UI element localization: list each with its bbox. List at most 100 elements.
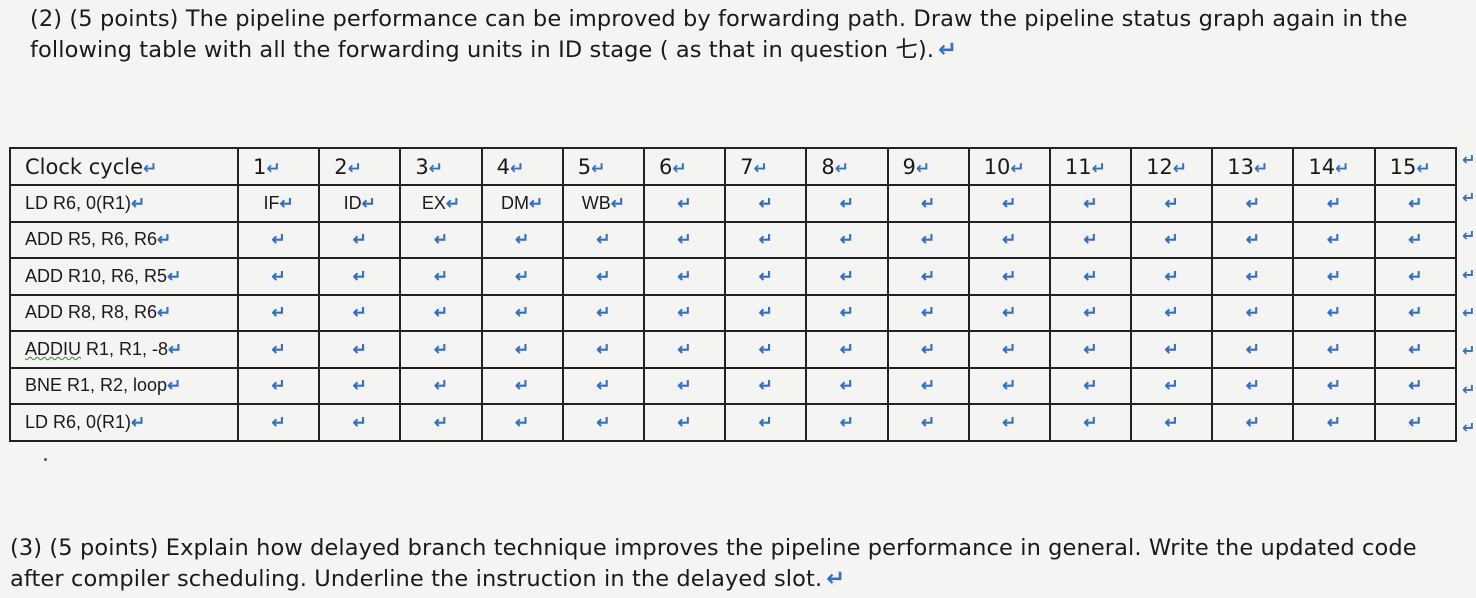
- stage-cell[interactable]: ↵: [1048, 403, 1133, 442]
- stage-cell[interactable]: ↵: [642, 257, 727, 296]
- stage-cell[interactable]: ↵: [1130, 184, 1214, 223]
- stage-cell[interactable]: ↵: [1292, 184, 1376, 223]
- stage-cell[interactable]: ↵: [805, 403, 889, 442]
- stage-cell[interactable]: ↵: [642, 293, 727, 332]
- stage-cell[interactable]: ↵: [480, 257, 564, 296]
- stage-cell[interactable]: ↵: [1211, 293, 1295, 332]
- stage-cell[interactable]: ↵: [967, 220, 1051, 259]
- stage-cell[interactable]: ↵: [967, 184, 1051, 223]
- stage-cell[interactable]: ↵: [967, 330, 1051, 369]
- stage-cell[interactable]: ↵: [805, 184, 889, 223]
- stage-cell[interactable]: ↵: [236, 366, 321, 405]
- stage-cell[interactable]: ↵: [1048, 330, 1133, 369]
- stage-cell[interactable]: ↵: [1373, 403, 1458, 442]
- stage-cell[interactable]: ↵: [1130, 366, 1214, 405]
- stage-cell[interactable]: ↵: [1373, 184, 1458, 223]
- stage-cell[interactable]: ↵: [1048, 220, 1133, 259]
- stage-cell[interactable]: ↵: [561, 330, 645, 369]
- stage-cell[interactable]: ↵: [318, 330, 402, 369]
- stage-cell[interactable]: ↵: [642, 403, 727, 442]
- stage-cell[interactable]: ↵: [1130, 330, 1214, 369]
- stage-cell[interactable]: ↵: [318, 366, 402, 405]
- stage-cell[interactable]: ↵: [724, 330, 808, 369]
- stage-cell[interactable]: ↵: [1292, 403, 1376, 442]
- stage-cell[interactable]: ↵: [724, 184, 808, 223]
- stage-cell[interactable]: ↵: [1373, 293, 1458, 332]
- stage-cell[interactable]: ↵: [318, 403, 402, 442]
- stage-cell[interactable]: ↵: [967, 366, 1051, 405]
- stage-cell[interactable]: DM↵: [480, 184, 564, 223]
- stage-cell[interactable]: ↵: [1211, 184, 1295, 223]
- stage-cell[interactable]: ↵: [1292, 257, 1376, 296]
- stage-cell[interactable]: ↵: [967, 257, 1051, 296]
- stage-cell[interactable]: ↵: [805, 366, 889, 405]
- stage-cell[interactable]: ↵: [399, 220, 483, 259]
- stage-cell[interactable]: ↵: [1211, 257, 1295, 296]
- stage-cell[interactable]: ↵: [1211, 366, 1295, 405]
- stage-cell[interactable]: ↵: [805, 257, 889, 296]
- stage-cell[interactable]: ↵: [561, 293, 645, 332]
- stage-cell[interactable]: ↵: [967, 293, 1051, 332]
- stage-cell[interactable]: IF↵: [236, 184, 321, 223]
- stage-cell[interactable]: ↵: [1292, 366, 1376, 405]
- stage-cell[interactable]: ↵: [399, 366, 483, 405]
- stage-cell[interactable]: ↵: [318, 293, 402, 332]
- stage-cell[interactable]: ↵: [480, 220, 564, 259]
- stage-cell[interactable]: ↵: [399, 330, 483, 369]
- stage-cell[interactable]: ↵: [724, 257, 808, 296]
- stage-cell[interactable]: ↵: [561, 257, 645, 296]
- stage-cell[interactable]: ↵: [886, 257, 970, 296]
- stage-cell[interactable]: ↵: [724, 220, 808, 259]
- stage-cell[interactable]: ↵: [480, 330, 564, 369]
- stage-cell[interactable]: ↵: [805, 293, 889, 332]
- stage-cell[interactable]: ↵: [480, 403, 564, 442]
- stage-cell[interactable]: ↵: [886, 403, 970, 442]
- stage-cell[interactable]: ↵: [805, 220, 889, 259]
- stage-cell[interactable]: ↵: [236, 220, 321, 259]
- stage-cell[interactable]: ↵: [1292, 293, 1376, 332]
- stage-cell[interactable]: ↵: [318, 257, 402, 296]
- stage-cell[interactable]: ↵: [886, 293, 970, 332]
- stage-cell[interactable]: ↵: [399, 257, 483, 296]
- stage-cell[interactable]: ↵: [236, 257, 321, 296]
- stage-cell[interactable]: ↵: [967, 403, 1051, 442]
- stage-cell[interactable]: ↵: [642, 184, 727, 223]
- stage-cell[interactable]: ↵: [561, 220, 645, 259]
- stage-cell[interactable]: ↵: [642, 220, 727, 259]
- stage-cell[interactable]: WB↵: [561, 184, 645, 223]
- stage-cell[interactable]: ↵: [1130, 220, 1214, 259]
- stage-cell[interactable]: ↵: [805, 330, 889, 369]
- stage-cell[interactable]: ↵: [886, 330, 970, 369]
- stage-cell[interactable]: ↵: [724, 293, 808, 332]
- stage-cell[interactable]: ID↵: [318, 184, 402, 223]
- stage-cell[interactable]: ↵: [1048, 366, 1133, 405]
- stage-cell[interactable]: ↵: [1130, 293, 1214, 332]
- stage-cell[interactable]: ↵: [1373, 257, 1458, 296]
- stage-cell[interactable]: ↵: [642, 366, 727, 405]
- stage-cell[interactable]: ↵: [642, 330, 727, 369]
- stage-cell[interactable]: ↵: [724, 403, 808, 442]
- stage-cell[interactable]: ↵: [1373, 220, 1458, 259]
- stage-cell[interactable]: ↵: [886, 220, 970, 259]
- stage-cell[interactable]: ↵: [1292, 220, 1376, 259]
- stage-cell[interactable]: ↵: [318, 220, 402, 259]
- stage-cell[interactable]: ↵: [399, 403, 483, 442]
- stage-cell[interactable]: ↵: [1048, 293, 1133, 332]
- stage-cell[interactable]: ↵: [561, 366, 645, 405]
- stage-cell[interactable]: ↵: [399, 293, 483, 332]
- stage-cell[interactable]: ↵: [886, 184, 970, 223]
- stage-cell[interactable]: ↵: [1373, 330, 1458, 369]
- stage-cell[interactable]: ↵: [1211, 403, 1295, 442]
- stage-cell[interactable]: ↵: [236, 293, 321, 332]
- stage-cell[interactable]: ↵: [1211, 220, 1295, 259]
- stage-cell[interactable]: ↵: [236, 403, 321, 442]
- stage-cell[interactable]: ↵: [886, 366, 970, 405]
- stage-cell[interactable]: ↵: [1373, 366, 1458, 405]
- stage-cell[interactable]: ↵: [1048, 184, 1133, 223]
- stage-cell[interactable]: ↵: [1292, 330, 1376, 369]
- stage-cell[interactable]: ↵: [236, 330, 321, 369]
- stage-cell[interactable]: ↵: [480, 366, 564, 405]
- stage-cell[interactable]: ↵: [480, 293, 564, 332]
- stage-cell[interactable]: ↵: [561, 403, 645, 442]
- stage-cell[interactable]: EX↵: [399, 184, 483, 223]
